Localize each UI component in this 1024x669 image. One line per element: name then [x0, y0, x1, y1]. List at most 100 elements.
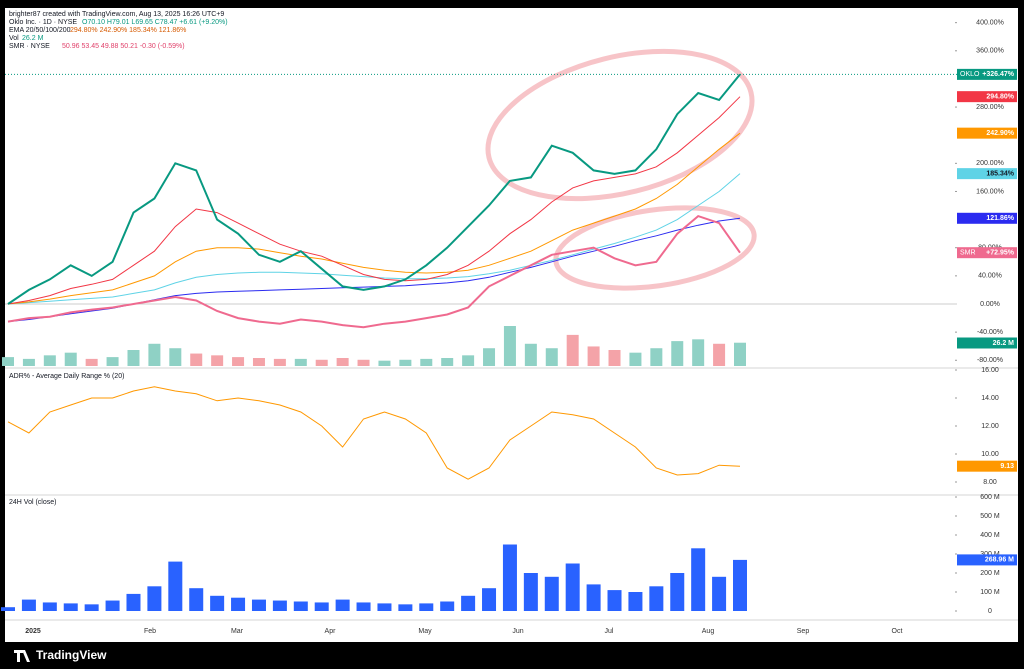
- y-tick-label: 16.00: [981, 367, 999, 374]
- y-tick-label: 10.00: [981, 451, 999, 458]
- volume-bar: [210, 595, 225, 611]
- volume-bar: [503, 326, 516, 366]
- footer-brand: TradingView: [36, 648, 107, 662]
- price-label: +326.47%: [982, 71, 1014, 78]
- volume-bar: [587, 346, 600, 366]
- smr-legend: SMR · NYSE: [9, 43, 50, 50]
- volume-bar: [43, 355, 56, 366]
- volume-bar: [273, 358, 286, 366]
- volume-bar: [378, 360, 391, 366]
- y-tick-label: 280.00%: [976, 104, 1004, 111]
- x-tick-label: Mar: [231, 628, 244, 635]
- volume-bar: [629, 352, 642, 366]
- logo: [14, 650, 30, 662]
- y-tick-label: 8.00: [983, 479, 997, 486]
- data-line: [7, 132, 741, 305]
- volume-bar: [293, 601, 308, 611]
- volume-bar: [482, 588, 497, 611]
- volume-bar: [399, 359, 412, 366]
- volume-bar: [190, 353, 203, 366]
- volume-bar: [712, 576, 727, 611]
- credit: brighter87 created with TradingView.com,…: [9, 11, 224, 18]
- x-tick-label: Aug: [702, 628, 715, 635]
- volume-bar: [335, 599, 350, 611]
- volume-bar: [502, 544, 517, 611]
- volume-bar: [168, 561, 183, 611]
- ema-legend: EMA 20/50/100/200: [9, 27, 71, 34]
- y-tick-label: -40.00%: [977, 329, 1003, 336]
- volume-bar: [377, 603, 392, 611]
- volume-bar: [2, 357, 14, 366]
- volume-bar: [628, 592, 643, 611]
- y-tick-label: 600 M: [980, 494, 1000, 501]
- volume-bar: [544, 576, 559, 611]
- volume-bar: [420, 358, 433, 366]
- y-tick-label: 400.00%: [976, 20, 1004, 27]
- price-label-box: [957, 212, 1017, 224]
- volume-bar: [127, 350, 140, 366]
- data-line: [7, 214, 741, 329]
- volume-bar: [733, 559, 747, 611]
- y-tick-label: 12.00: [981, 423, 999, 430]
- volume-bar: [272, 600, 287, 611]
- x-tick-label: Apr: [325, 628, 337, 635]
- vol-value: 26.2 M: [22, 35, 44, 42]
- price-label-box: [957, 168, 1017, 180]
- legend-entry: SMR: [960, 250, 976, 257]
- adr-title: ADR% - Average Daily Range % (20): [9, 373, 124, 380]
- volume-bar: [231, 597, 246, 611]
- x-tick-label: 2025: [25, 628, 41, 635]
- price-label: +72.95%: [986, 250, 1015, 257]
- volume-bar: [336, 358, 349, 366]
- volume-bar: [252, 358, 265, 366]
- volume-bar: [671, 341, 684, 366]
- volume-bar: [211, 355, 224, 366]
- y-tick-label: 0: [988, 608, 992, 615]
- legend-entry: OKLO: [960, 71, 980, 78]
- volume-bar: [84, 604, 99, 611]
- volume-bar: [106, 357, 119, 366]
- y-tick-label: 400 M: [980, 532, 1000, 539]
- price-label-box: [957, 127, 1017, 139]
- volume-bar: [85, 358, 98, 366]
- volume-bar: [483, 348, 496, 366]
- y-tick-label: 300 M: [980, 551, 1000, 558]
- volume-bar: [357, 359, 370, 366]
- y-tick-label: 200 M: [980, 570, 1000, 577]
- price-label: 294.80%: [986, 93, 1014, 100]
- volume-bar: [398, 604, 413, 611]
- volume-bar: [22, 358, 35, 366]
- volume-bar: [64, 352, 77, 366]
- volume-bar: [441, 358, 454, 366]
- y-tick-label: 0.00%: [980, 301, 1000, 308]
- price-label: 185.34%: [986, 170, 1014, 177]
- volume-bar: [734, 342, 746, 366]
- price-label: 121.86%: [986, 215, 1014, 222]
- y-tick-label: 14.00: [981, 395, 999, 402]
- y-tick-label: 200.00%: [976, 160, 1004, 167]
- volume-bar: [566, 334, 579, 366]
- volume-bar: [232, 357, 245, 366]
- volume-bar: [524, 343, 537, 366]
- y-tick-label: 40.00%: [978, 273, 1002, 280]
- volume-bar: [314, 602, 329, 611]
- price-label: 242.90%: [986, 130, 1014, 137]
- volume-bar: [440, 601, 455, 611]
- volume-bar: [63, 603, 78, 611]
- volume-bar: [189, 588, 204, 611]
- volume-bar: [462, 355, 475, 366]
- volume-bar: [523, 573, 538, 611]
- volume-bar: [607, 590, 622, 611]
- volume-bar: [586, 584, 601, 611]
- volume-bar: [356, 602, 371, 611]
- ohlc: O70.10 H79.01 L69.65 C78.47 +6.61 (+9.20…: [82, 19, 228, 26]
- volume-bar: [315, 359, 328, 366]
- vol24-title: 24H Vol (close): [9, 499, 56, 506]
- vol-legend: Vol: [9, 35, 19, 42]
- volume-bar: [608, 350, 621, 366]
- x-tick-label: Feb: [144, 628, 156, 635]
- chart-background: [5, 8, 1018, 642]
- volume-bar: [251, 599, 266, 611]
- y-tick-label: 160.00%: [976, 188, 1004, 195]
